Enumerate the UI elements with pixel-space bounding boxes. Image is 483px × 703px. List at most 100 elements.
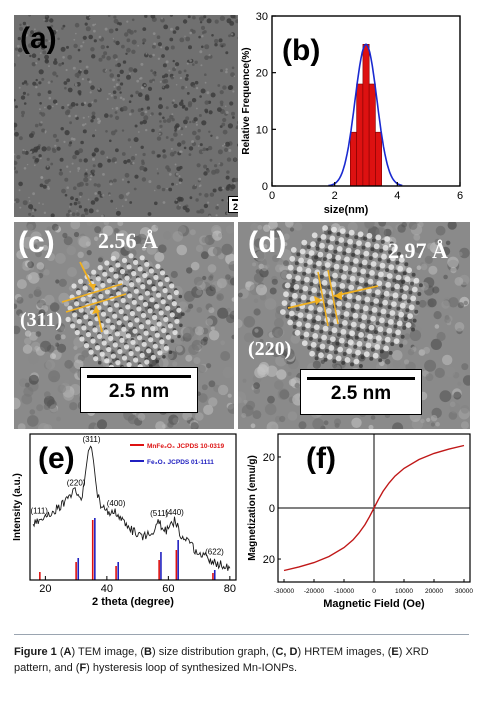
noise-blob: [323, 420, 329, 426]
nanoparticle: [83, 177, 89, 183]
nanoparticle: [181, 85, 185, 90]
lattice-fringe-dot: [293, 284, 300, 290]
lattice-dark-dot: [329, 322, 334, 327]
bright-speck: [156, 168, 158, 170]
lattice-fringe-dot: [104, 260, 110, 266]
lattice-fringe-dot: [338, 337, 345, 344]
lattice-fringe-dot: [319, 242, 325, 249]
noise-blob: [127, 414, 138, 425]
bright-speck: [66, 165, 69, 168]
lattice-fringe-dot: [370, 315, 376, 322]
lattice-dark-dot: [292, 324, 297, 329]
peak-label: (400): [107, 499, 126, 508]
lattice-dark-dot: [377, 257, 382, 262]
lattice-fringe-dot: [299, 248, 306, 255]
nanoparticle: [19, 136, 23, 141]
bright-speck: [112, 78, 115, 82]
bright-speck: [108, 194, 111, 196]
noise-blob: [407, 348, 415, 356]
lattice-fringe-dot: [352, 312, 359, 319]
nanoparticle: [173, 132, 178, 137]
lattice-fringe-dot: [163, 345, 169, 351]
nanoparticle: [121, 129, 125, 132]
nanoparticle: [221, 45, 224, 48]
bright-speck: [159, 129, 161, 131]
noise-blob: [208, 380, 216, 388]
lattice-dark-dot: [340, 260, 345, 265]
bright-speck: [113, 85, 116, 88]
lattice-fringe-dot: [408, 304, 415, 311]
arrow-head: [314, 296, 322, 305]
nanoparticle: [177, 142, 182, 147]
lattice-fringe-dot: [146, 348, 152, 354]
nanoparticle: [122, 105, 128, 112]
nanoparticle: [67, 54, 73, 60]
lattice-fringe-dot: [125, 333, 131, 339]
lattice-fringe-dot: [311, 232, 318, 239]
noise-blob: [208, 275, 214, 281]
lattice-dark-dot: [349, 261, 354, 266]
nanoparticle: [28, 204, 34, 210]
noise-blob: [271, 326, 284, 338]
lattice-fringe-dot: [337, 346, 344, 353]
lattice-fringe-dot: [72, 312, 78, 318]
lattice-fringe-dot: [353, 258, 359, 264]
noise-blob: [195, 244, 204, 252]
bright-speck: [215, 214, 218, 217]
noise-blob: [29, 409, 36, 415]
lattice-fringe-dot: [284, 282, 291, 289]
lattice-dark-dot: [369, 356, 374, 361]
nanoparticle: [20, 95, 26, 100]
nanoparticle: [142, 152, 146, 157]
nanoparticle: [91, 152, 97, 157]
lattice-fringe-dot: [322, 325, 329, 332]
nanoparticle: [57, 37, 60, 41]
bright-speck: [18, 189, 21, 192]
lattice-fringe-dot: [162, 287, 168, 294]
lattice-fringe-dot: [97, 333, 103, 339]
caption-part: C, D: [275, 646, 298, 658]
lattice-fringe-dot: [74, 301, 80, 307]
nanoparticle: [112, 90, 117, 94]
panel-f-hysteresis-loop: -30000 -20000 -10000 0 10000 20000 30000 20 0 20 M…: [246, 430, 474, 620]
nanoparticle: [161, 54, 165, 58]
nanoparticle: [115, 28, 119, 32]
lattice-fringe-dot: [389, 310, 396, 316]
nanoparticle: [23, 102, 27, 105]
lattice-dark-dot: [411, 327, 415, 332]
lattice-dark-dot: [334, 240, 339, 245]
lattice-fringe-dot: [335, 254, 341, 261]
nanoparticle: [182, 19, 188, 24]
nanoparticle: [147, 212, 152, 216]
lattice-fringe-dot: [78, 307, 84, 313]
lattice-fringe-dot: [156, 292, 162, 298]
nanoparticle: [151, 150, 156, 155]
lattice-dark-dot: [335, 341, 340, 346]
noise-blob: [416, 265, 422, 270]
bright-speck: [91, 101, 94, 104]
lattice-dark-dot: [406, 299, 411, 304]
nanoparticle: [80, 140, 84, 145]
lattice-dark-dot: [338, 323, 343, 328]
noise-blob: [188, 344, 200, 355]
noise-blob: [225, 274, 231, 280]
lattice-fringe-dot: [297, 312, 304, 318]
bright-speck: [140, 62, 144, 66]
scale-bar: 2.5 nm: [80, 367, 198, 413]
lattice-fringe-dot: [369, 270, 375, 276]
bright-speck: [115, 207, 118, 210]
lattice-fringe-dot: [176, 307, 182, 313]
lattice-dark-dot: [386, 313, 390, 318]
lattice-fringe-dot: [395, 274, 402, 281]
nanoparticle: [146, 106, 151, 110]
lattice-dark-dot: [381, 340, 386, 345]
y-axis-label: Intensity (a.u.): [12, 473, 23, 541]
nanoparticle: [220, 69, 223, 73]
nanoparticle: [28, 15, 31, 17]
bright-speck: [44, 132, 47, 134]
nanoparticle: [28, 212, 32, 216]
lattice-fringe-dot: [114, 302, 120, 308]
noise-blob: [202, 275, 207, 281]
bright-speck: [88, 16, 91, 19]
nanoparticle: [174, 129, 177, 132]
